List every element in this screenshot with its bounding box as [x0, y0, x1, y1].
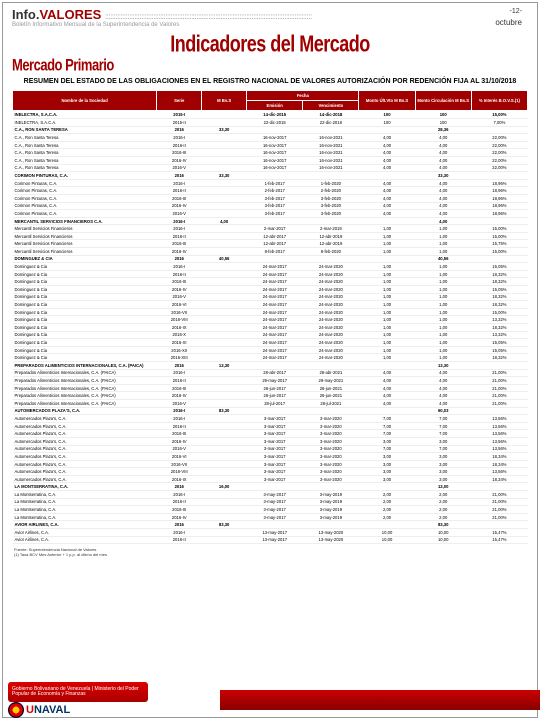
footer-red-bar [220, 690, 540, 710]
title-mercado-primario: Mercado Primario [12, 55, 540, 75]
sunaval-text: UNAVAL [26, 704, 70, 716]
footer-bar: Gobierno Bolivariano de Venezuela | Mini… [0, 680, 540, 720]
gobierno-logo: Gobierno Bolivariano de Venezuela | Mini… [8, 682, 148, 702]
sunaval-logo: UNAVAL [8, 702, 70, 718]
page-number: -12- [510, 8, 522, 15]
gobierno-text: Gobierno Bolivariano de Venezuela | Mini… [12, 687, 144, 697]
sunaval-icon [8, 702, 24, 718]
month-label: octubre [495, 18, 522, 27]
